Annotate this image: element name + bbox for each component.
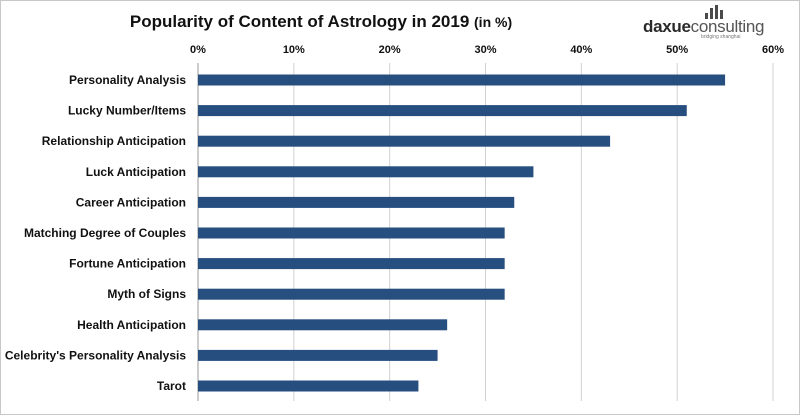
bar xyxy=(198,258,505,270)
chart-title-unit: (in %) xyxy=(474,14,513,30)
logo-name-part1: daxue xyxy=(643,17,691,36)
bar xyxy=(198,227,505,239)
chart-title-text: Popularity of Content of Astrology in 20… xyxy=(129,12,470,31)
category-label: Matching Degree of Couples xyxy=(24,226,186,240)
category-label: Relationship Anticipation xyxy=(42,134,186,148)
x-tick-label: 0% xyxy=(190,44,206,56)
bar xyxy=(198,196,515,208)
x-tick-label: 50% xyxy=(666,44,688,56)
category-label: Fortune Anticipation xyxy=(69,257,186,271)
category-labels: Personality Analysis Lucky Number/Items Re… xyxy=(5,73,186,393)
category-label: Career Anticipation xyxy=(76,195,186,209)
x-tick-label: 10% xyxy=(283,44,305,56)
category-label: Celebrity's Personality Analysis xyxy=(5,348,186,362)
logo-wordmark: daxueconsulting xyxy=(643,17,765,37)
logo-tagline: bridging shanghai xyxy=(701,34,741,40)
bar xyxy=(198,380,419,392)
bar xyxy=(198,349,438,361)
x-tick-labels: 0% 10% 20% 30% 40% 50% 60% xyxy=(190,44,784,56)
category-label: Health Anticipation xyxy=(77,318,186,332)
bar xyxy=(198,319,448,331)
x-tick-label: 40% xyxy=(570,44,592,56)
bar xyxy=(198,105,687,117)
category-label: Luck Anticipation xyxy=(86,165,186,179)
x-tick-label: 20% xyxy=(379,44,401,56)
bar xyxy=(198,288,505,300)
daxue-consulting-logo: daxueconsulting bridging shanghai xyxy=(643,5,793,41)
category-label: Myth of Signs xyxy=(107,287,186,301)
chart-title: Popularity of Content of Astrology in 20… xyxy=(1,12,641,32)
logo-bars-icon xyxy=(705,5,723,19)
category-label: Personality Analysis xyxy=(69,73,186,87)
bar xyxy=(198,135,611,147)
category-label: Tarot xyxy=(157,379,186,393)
bars xyxy=(198,74,726,392)
x-tick-label: 30% xyxy=(474,44,496,56)
bar xyxy=(198,166,534,178)
category-label: Lucky Number/Items xyxy=(68,104,186,118)
x-tick-label: 60% xyxy=(762,44,784,56)
logo-name-part2: consulting xyxy=(690,17,765,36)
bar xyxy=(198,74,726,86)
